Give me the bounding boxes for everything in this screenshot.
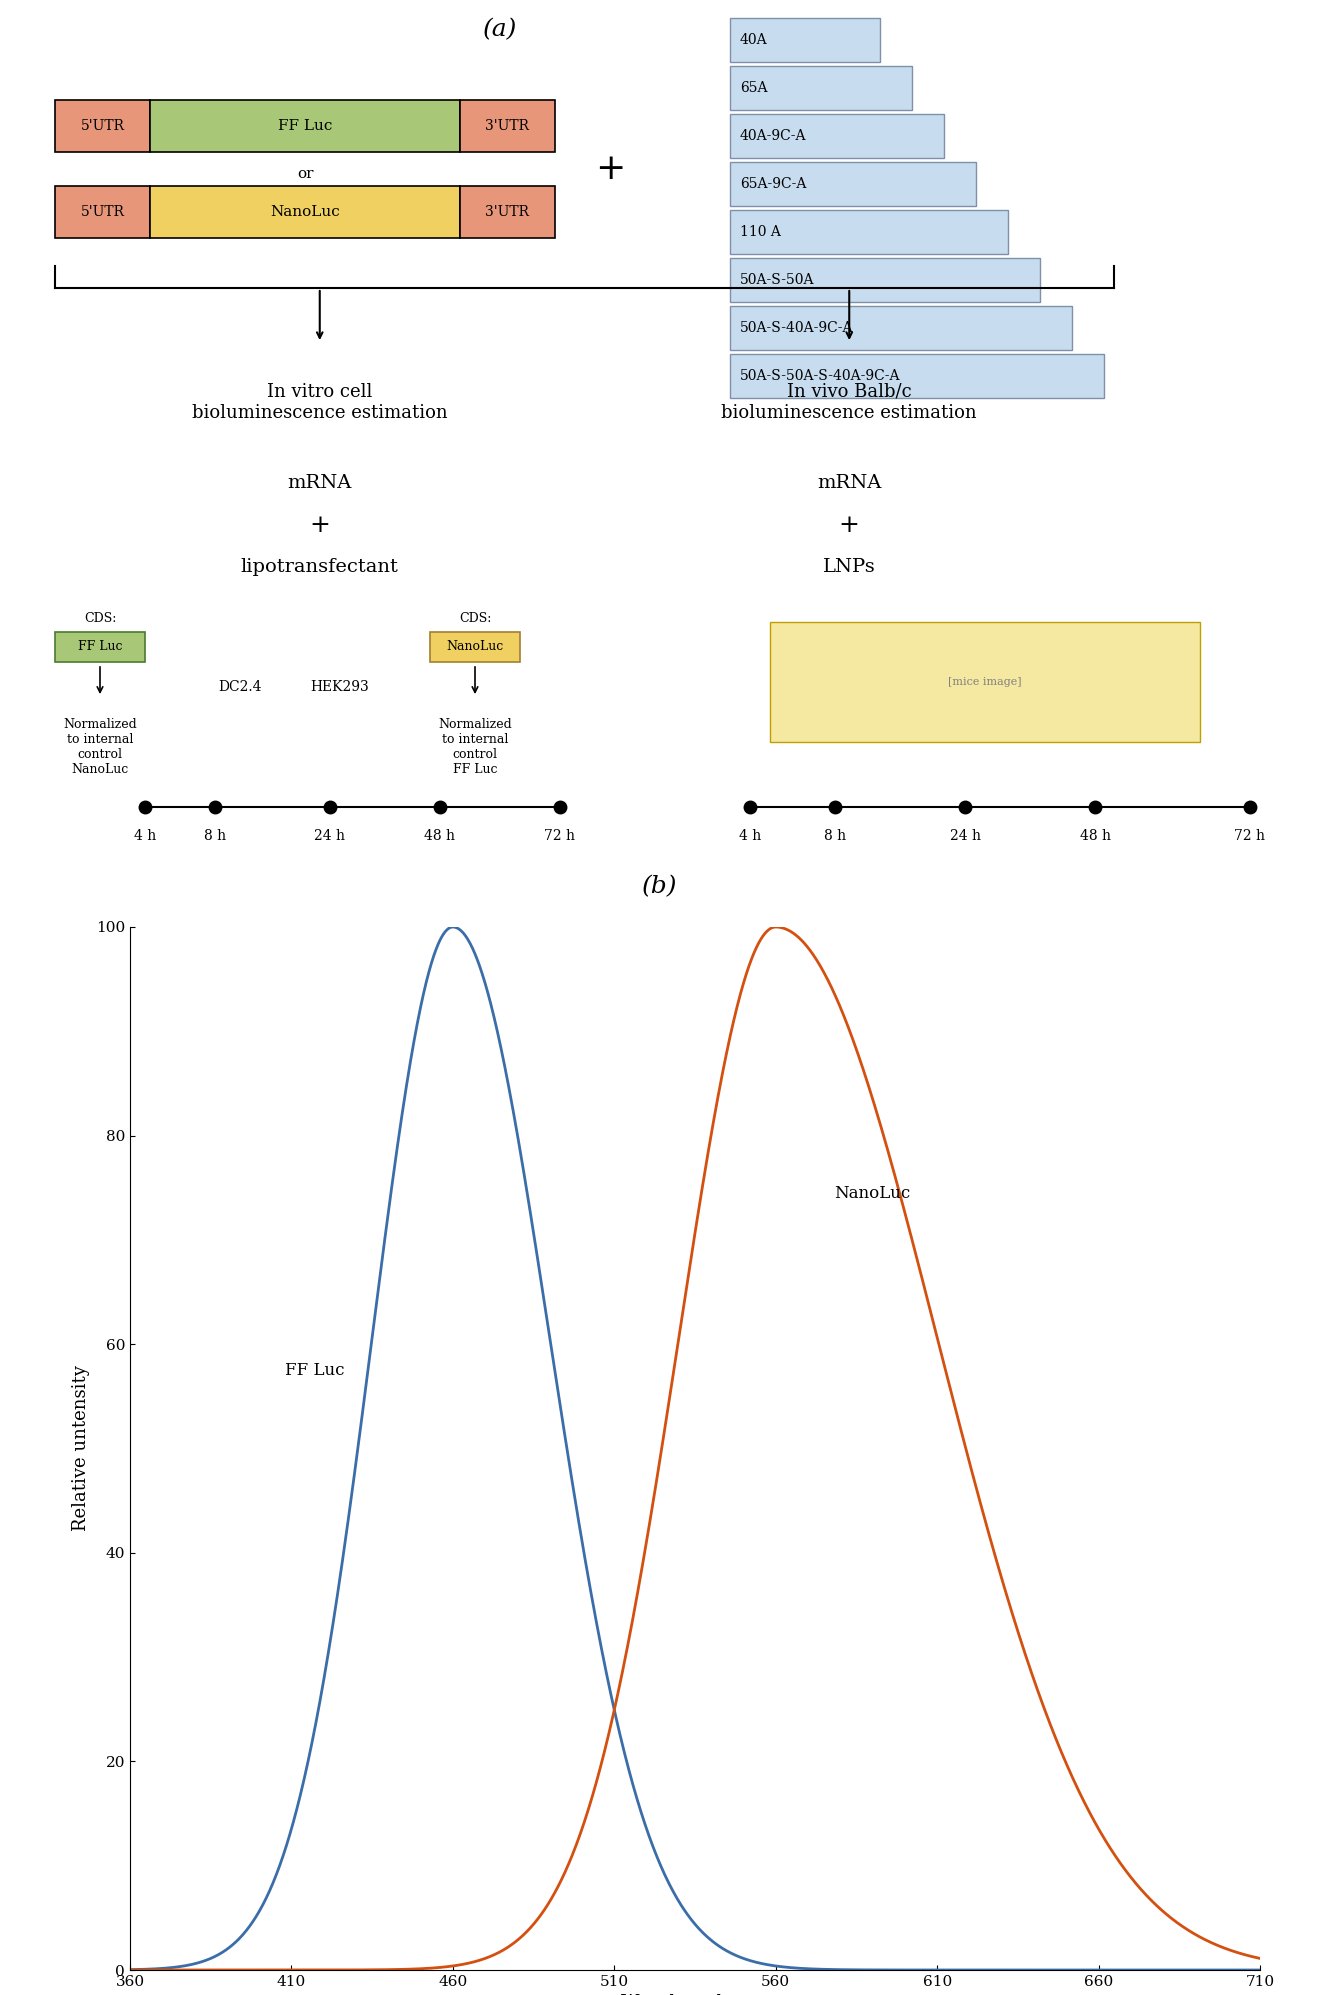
Text: 50A-S-50A: 50A-S-50A (740, 273, 815, 287)
FancyBboxPatch shape (460, 186, 555, 237)
Text: 5'UTR: 5'UTR (81, 120, 124, 134)
Text: In vivo Balb/c
bioluminescence estimation: In vivo Balb/c bioluminescence estimatio… (721, 383, 978, 421)
Text: 8 h: 8 h (824, 830, 845, 844)
FancyBboxPatch shape (55, 632, 145, 662)
Text: In vitro cell
bioluminescence estimation: In vitro cell bioluminescence estimation (192, 383, 448, 421)
Text: 4 h: 4 h (133, 830, 156, 844)
Text: +: + (594, 152, 625, 186)
FancyBboxPatch shape (731, 209, 1008, 253)
Text: 50A-S-40A-9C-A: 50A-S-40A-9C-A (740, 321, 853, 335)
Text: 24 h: 24 h (314, 830, 346, 844)
Text: LNPs: LNPs (823, 559, 876, 577)
Text: HEK293: HEK293 (310, 680, 370, 694)
FancyBboxPatch shape (770, 622, 1199, 742)
Y-axis label: Relative untensity: Relative untensity (73, 1365, 90, 1532)
Text: lipotransfectant: lipotransfectant (240, 559, 399, 577)
Text: 48 h: 48 h (1079, 830, 1111, 844)
FancyBboxPatch shape (731, 66, 911, 110)
Text: or: or (297, 168, 313, 182)
Text: 65A-9C-A: 65A-9C-A (740, 178, 806, 192)
Text: FF Luc: FF Luc (78, 640, 123, 654)
Text: [mice image]: [mice image] (948, 676, 1022, 686)
Text: 72 h: 72 h (1235, 830, 1266, 844)
Text: 50A-S-50A-S-40A-9C-A: 50A-S-50A-S-40A-9C-A (740, 369, 901, 383)
Text: 24 h: 24 h (950, 830, 980, 844)
Text: 5'UTR: 5'UTR (81, 205, 124, 219)
FancyBboxPatch shape (731, 114, 945, 158)
Text: 3'UTR: 3'UTR (486, 120, 530, 134)
Text: (b): (b) (642, 876, 678, 898)
FancyBboxPatch shape (731, 162, 976, 205)
FancyBboxPatch shape (55, 186, 151, 237)
FancyBboxPatch shape (731, 257, 1040, 301)
Text: 8 h: 8 h (203, 830, 226, 844)
Text: 72 h: 72 h (544, 830, 576, 844)
Text: 40A-9C-A: 40A-9C-A (740, 130, 807, 144)
Text: 48 h: 48 h (424, 830, 456, 844)
Text: Normalized
to internal
control
FF Luc: Normalized to internal control FF Luc (439, 718, 511, 776)
Text: NanoLuc: NanoLuc (446, 640, 503, 654)
Text: NanoLuc: NanoLuc (269, 205, 339, 219)
Text: +: + (309, 513, 330, 537)
Text: 40A: 40A (740, 34, 768, 48)
Text: 4 h: 4 h (738, 830, 761, 844)
Text: CDS:: CDS: (83, 612, 116, 624)
Text: NanoLuc: NanoLuc (834, 1185, 910, 1203)
Text: mRNA: mRNA (818, 475, 881, 493)
Text: 110 A: 110 A (740, 225, 781, 239)
Text: FF Luc: FF Luc (277, 120, 332, 134)
FancyBboxPatch shape (460, 100, 555, 152)
Text: CDS:: CDS: (458, 612, 491, 624)
FancyBboxPatch shape (731, 353, 1104, 397)
FancyBboxPatch shape (151, 100, 460, 152)
Text: mRNA: mRNA (288, 475, 351, 493)
FancyBboxPatch shape (731, 18, 880, 62)
Text: FF Luc: FF Luc (285, 1363, 345, 1379)
Text: DC2.4: DC2.4 (218, 680, 262, 694)
FancyBboxPatch shape (431, 632, 520, 662)
Text: Normalized
to internal
control
NanoLuc: Normalized to internal control NanoLuc (63, 718, 137, 776)
FancyBboxPatch shape (151, 186, 460, 237)
Text: +: + (839, 513, 860, 537)
Text: 3'UTR: 3'UTR (486, 205, 530, 219)
Text: (a): (a) (482, 18, 518, 42)
FancyBboxPatch shape (731, 305, 1073, 349)
Text: 65A: 65A (740, 82, 768, 96)
FancyBboxPatch shape (55, 100, 151, 152)
